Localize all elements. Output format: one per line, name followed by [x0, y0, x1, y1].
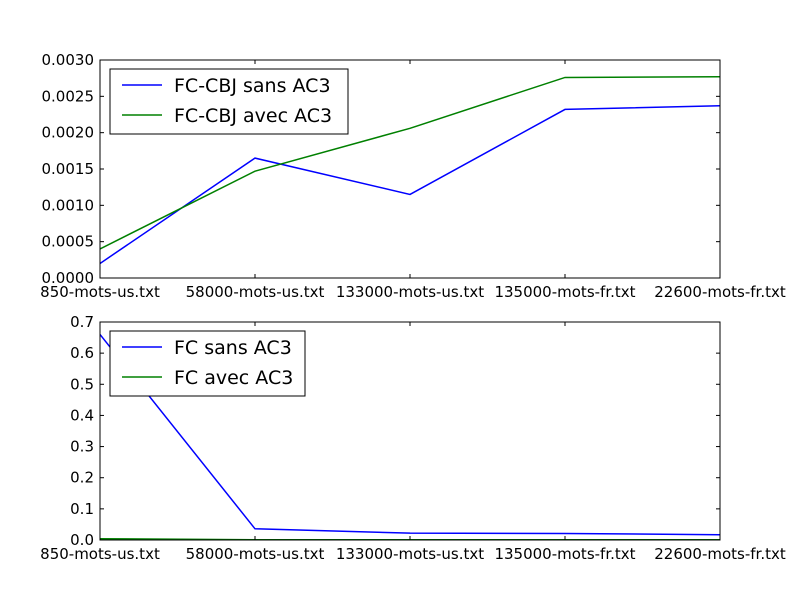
y-tick-label: 0.0010 — [42, 196, 95, 214]
x-tick-label: 133000-mots-us.txt — [336, 545, 484, 563]
x-tick-label: 133000-mots-us.txt — [336, 283, 484, 301]
legend-label: FC-CBJ sans AC3 — [174, 75, 331, 97]
x-tick-label: 850-mots-us.txt — [40, 545, 160, 563]
x-tick-label: 22600-mots-fr.txt — [654, 283, 786, 301]
y-tick-label: 0.6 — [70, 344, 94, 362]
y-tick-label: 0.0020 — [42, 124, 95, 142]
legend-label: FC-CBJ avec AC3 — [174, 105, 332, 127]
legend: FC-CBJ sans AC3 FC-CBJ avec AC3 — [109, 68, 349, 135]
x-tick-label: 22600-mots-fr.txt — [654, 545, 786, 563]
legend-box — [109, 68, 349, 135]
x-tick-label: 135000-mots-fr.txt — [494, 545, 635, 563]
legend-label: FC avec AC3 — [174, 367, 293, 389]
y-tick-label: 0.0030 — [42, 51, 95, 69]
legend: FC sans AC3 FC avec AC3 — [109, 330, 306, 397]
subplot-1: 0.0000 0.0005 0.0010 0.0015 0.0020 0.0025 0.00… — [40, 51, 786, 301]
y-tick-label: 0.3 — [70, 438, 94, 456]
y-tick-label: 0.0 — [70, 531, 94, 549]
y-tick-label: 0.0005 — [42, 233, 95, 251]
series-line-1-1 — [100, 105, 720, 265]
legend-box — [109, 330, 306, 397]
y-tick-label: 0.5 — [70, 375, 94, 393]
x-tick-label: 850-mots-us.txt — [40, 283, 160, 301]
y-tick-label: 0.1 — [70, 500, 94, 518]
x-tick-label: 58000-mots-us.txt — [186, 545, 325, 563]
y-tick-label: 0.0025 — [42, 87, 95, 105]
y-tick-label: 0.0015 — [42, 160, 95, 178]
x-tick-label: 58000-mots-us.txt — [186, 283, 325, 301]
y-tick-label: 0.2 — [70, 469, 94, 487]
series-line-1-2 — [100, 75, 720, 250]
subplot-2: 0.0 0.1 0.2 0.3 0.4 0.5 0.6 0.7 850-mots-us.txt 5… — [40, 313, 786, 563]
y-tick-label: 0.4 — [70, 406, 94, 424]
y-tick-label: 0.0000 — [42, 269, 95, 287]
x-tick-label: 135000-mots-fr.txt — [494, 283, 635, 301]
series-line-2-1 — [100, 333, 720, 536]
legend-label: FC sans AC3 — [174, 337, 292, 359]
y-tick-label: 0.7 — [70, 313, 94, 331]
